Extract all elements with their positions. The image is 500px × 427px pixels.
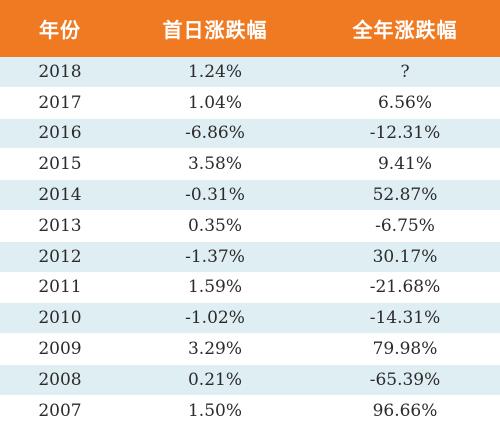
table-row: 2017 1.04% 6.56% (0, 87, 500, 119)
cell-first-day-change: 1.24% (187, 61, 242, 82)
table-row: 2011 1.59% -21.68% (0, 272, 500, 304)
cell-year: 2017 (38, 92, 82, 113)
cell-year: 2014 (38, 185, 82, 206)
table-header: 年份 首日涨跌幅 全年涨跌幅 (0, 0, 500, 57)
table-row: 2010 -1.02% -14.31% (0, 303, 500, 335)
cell-full-year-change: 52.87% (372, 185, 438, 206)
cell-full-year-change: -65.39% (369, 369, 441, 390)
cell-year: 2012 (38, 246, 82, 267)
cell-full-year-change: -14.31% (369, 308, 441, 329)
cell-year: 2007 (38, 400, 82, 421)
table-row: 2018 1.24%? (0, 57, 500, 88)
table-row: 2009 3.29% 79.98% (0, 334, 500, 365)
header-full-year-change: 全年涨跌幅 (352, 18, 458, 42)
cell-full-year-change: -12.31% (369, 123, 441, 144)
cell-full-year-change: 30.17% (372, 246, 438, 267)
cell-year: 2018 (38, 61, 82, 82)
header-year: 年份 (39, 18, 81, 42)
cell-first-day-change: -0.31% (185, 185, 245, 206)
table-row: 2016 -6.86% -12.31% (0, 118, 500, 150)
cell-first-day-change: 1.59% (187, 277, 242, 298)
cell-first-day-change: -1.37% (185, 246, 245, 267)
header-first-day-change: 首日涨跌幅 (162, 18, 268, 42)
cell-first-day-change: -1.02% (185, 308, 245, 329)
cell-year: 2009 (38, 339, 82, 360)
cell-first-day-change: 3.58% (187, 154, 242, 175)
table-row: 2014 -0.31% 52.87% (0, 180, 500, 211)
cell-full-year-change: -6.75% (375, 215, 435, 236)
table-row: 2007 1.50% 96.66% (0, 395, 500, 427)
cell-year: 2016 (38, 123, 82, 144)
table-row: 2015 3.58% 9.41% (0, 149, 500, 181)
cell-first-day-change: -6.86% (185, 123, 245, 144)
cell-full-year-change: 79.98% (372, 339, 438, 360)
cell-first-day-change: 0.21% (187, 369, 242, 390)
cell-first-day-change: 1.04% (187, 92, 242, 113)
cell-full-year-change: 6.56% (377, 92, 432, 113)
cell-year: 2008 (38, 369, 82, 390)
cell-year: 2013 (38, 215, 82, 236)
table-row: 2008 0.21% -65.39% (0, 364, 500, 396)
cell-first-day-change: 0.35% (187, 215, 242, 236)
cell-full-year-change: 9.41% (377, 154, 432, 175)
table-row: 2012 -1.37% 30.17% (0, 241, 500, 273)
cell-first-day-change: 3.29% (187, 339, 242, 360)
table-body: 2018 1.24%? 2017 1.04% 6.56% 2016 -6.86% -12.31… (0, 57, 500, 427)
cell-first-day-change: 1.50% (187, 400, 242, 421)
table-row: 2013 0.35% -6.75% (0, 210, 500, 242)
cell-full-year-change: -21.68% (369, 277, 441, 298)
cell-full-year-change: ? (400, 61, 410, 82)
cell-year: 2010 (38, 308, 82, 329)
cell-full-year-change: 96.66% (372, 400, 438, 421)
cell-year: 2011 (38, 277, 82, 298)
cell-year: 2015 (38, 154, 82, 175)
